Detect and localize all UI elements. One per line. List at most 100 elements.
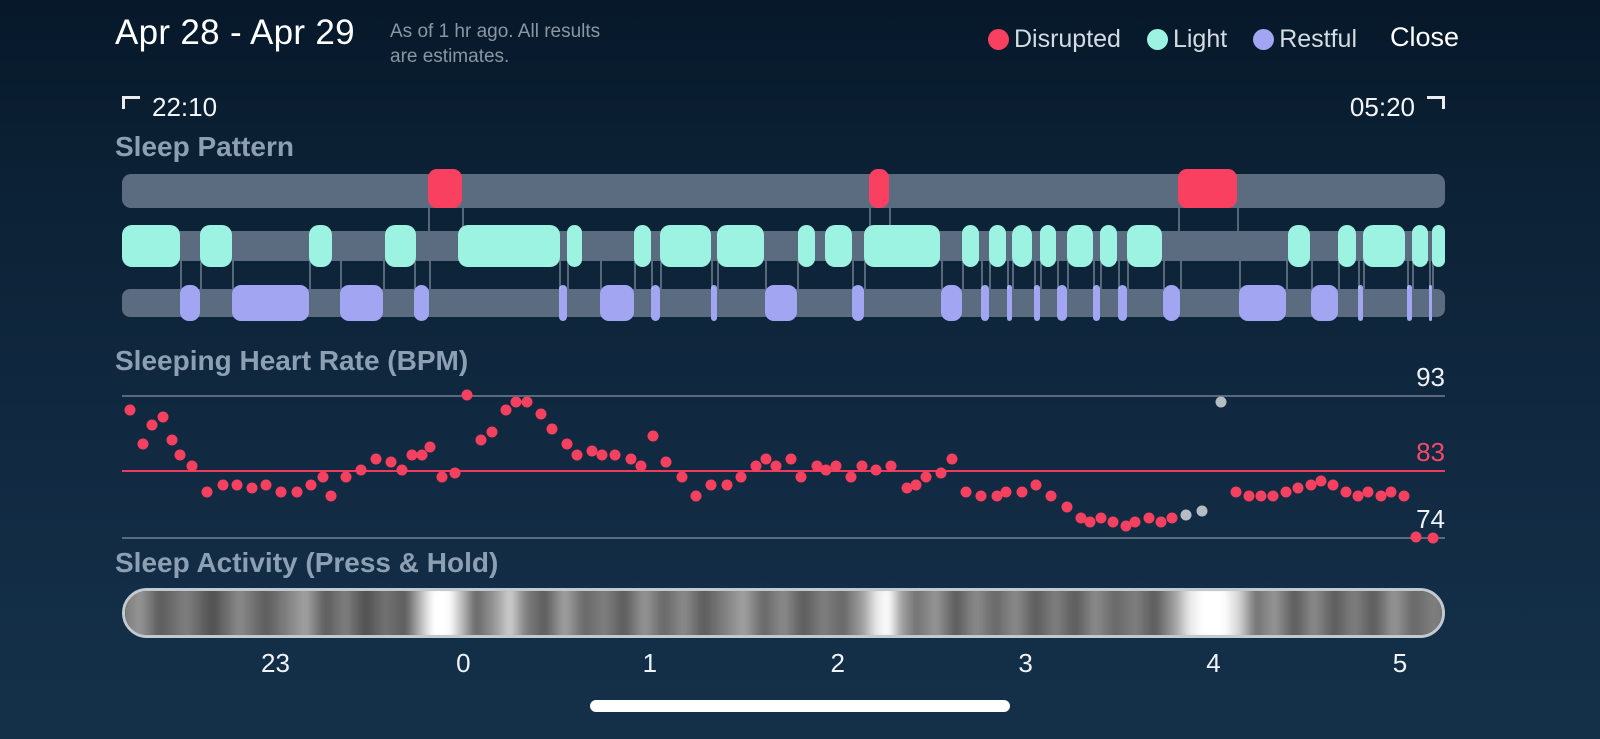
- hr-point: [935, 467, 947, 479]
- transition-line: [1411, 261, 1414, 289]
- hr-point: [325, 490, 337, 502]
- sleep-activity-bar[interactable]: [122, 588, 1445, 638]
- transition-line: [1429, 261, 1432, 289]
- restful-segment: [599, 285, 634, 321]
- restful-segment: [651, 285, 661, 321]
- hr-point: [201, 486, 213, 498]
- transition-line: [660, 261, 663, 289]
- transition-line: [1431, 261, 1434, 289]
- hr-point: [785, 453, 797, 465]
- disrupted-segment: [427, 169, 462, 208]
- transition-line: [889, 208, 892, 231]
- time-range-row: 22:10 05:20: [122, 92, 1445, 123]
- heart-rate-chart[interactable]: 93 83 74: [122, 362, 1445, 544]
- hr-point: [500, 404, 512, 416]
- transition-line: [1012, 261, 1015, 289]
- transition-line: [764, 261, 767, 289]
- hr-point: [596, 449, 608, 461]
- restful-segment: [1406, 285, 1412, 321]
- transition-line: [1237, 208, 1240, 231]
- transition-line: [651, 261, 654, 289]
- hr-point: [1315, 475, 1327, 487]
- hr-point-gray: [1196, 505, 1208, 517]
- light-segment: [962, 225, 980, 267]
- hr-point: [660, 456, 672, 468]
- restful-segment: [1118, 285, 1128, 321]
- light-segment: [717, 225, 764, 267]
- light-segment: [122, 225, 181, 267]
- hr-point: [975, 490, 987, 502]
- hr-point: [291, 486, 303, 498]
- hr-point: [416, 449, 428, 461]
- hr-point: [475, 434, 487, 446]
- transition-line: [1180, 261, 1183, 289]
- hr-point: [1243, 490, 1255, 502]
- disrupted-track: [122, 169, 1445, 208]
- bpm-axis-label-74: 74: [1416, 504, 1445, 534]
- subtitle-line-1: As of 1 hr ago. All results: [390, 21, 601, 42]
- transition-line: [1337, 261, 1340, 289]
- transition-line: [940, 261, 943, 289]
- light-segment: [634, 225, 652, 267]
- hr-point: [137, 438, 149, 450]
- hour-label-5: 5: [1392, 648, 1408, 678]
- restful-segment: [710, 285, 718, 321]
- disrupted-segment: [869, 169, 890, 208]
- hr-point: [586, 445, 598, 457]
- transition-line: [980, 261, 983, 289]
- hr-point: [157, 411, 169, 423]
- restful-segment: [1311, 285, 1338, 321]
- sleep-pattern-chart[interactable]: [122, 169, 1445, 325]
- avg-bpm-line: [122, 469, 1445, 473]
- transition-line: [1286, 261, 1289, 289]
- hr-point: [795, 471, 807, 483]
- transition-line: [231, 261, 234, 289]
- restful-segment: [1238, 285, 1287, 321]
- hr-point: [124, 404, 136, 416]
- hr-point: [510, 396, 522, 408]
- hr-point: [1280, 486, 1292, 498]
- sleep-end-time: 05:20: [1350, 92, 1445, 123]
- hr-point: [217, 479, 229, 491]
- hr-point: [647, 430, 659, 442]
- hr-point: [856, 460, 868, 472]
- hr-point: [1327, 479, 1339, 491]
- sleep-pattern-title: Sleep Pattern: [115, 131, 294, 162]
- hr-point: [870, 464, 882, 476]
- hour-label-2: 2: [830, 648, 845, 678]
- hr-point: [770, 460, 782, 472]
- header-subtitle: As of 1 hr ago. All results are estimate…: [390, 19, 600, 69]
- hr-point: [449, 467, 461, 479]
- transition-line: [988, 261, 991, 289]
- transition-line: [382, 261, 385, 289]
- restful-track: [122, 285, 1445, 321]
- legend-item-light: Light: [1146, 25, 1227, 54]
- transition-line: [852, 261, 855, 289]
- legend-label: Restful: [1279, 25, 1357, 53]
- light-segment: [458, 225, 560, 267]
- home-indicator[interactable]: [590, 700, 1010, 712]
- transition-line: [962, 261, 965, 289]
- hr-point: [1084, 516, 1096, 528]
- transition-line: [1177, 208, 1180, 231]
- sleep-start-label: 22:10: [152, 92, 218, 122]
- hr-point: [546, 423, 558, 435]
- heart-rate-title: Sleeping Heart Rate (BPM): [115, 345, 469, 376]
- hr-point: [910, 479, 922, 491]
- hr-point: [1305, 479, 1317, 491]
- legend-label: Disrupted: [1013, 25, 1121, 53]
- transition-line: [1406, 261, 1409, 289]
- hr-point: [1129, 516, 1141, 528]
- transition-line: [869, 208, 872, 231]
- hr-point: [1095, 512, 1107, 524]
- close-button[interactable]: Close: [1389, 22, 1459, 52]
- hr-point: [396, 464, 408, 476]
- hr-point: [1155, 516, 1167, 528]
- hr-point: [635, 460, 647, 472]
- transition-line: [566, 261, 569, 289]
- transition-line: [1057, 261, 1060, 289]
- bpm-axis-label-93: 93: [1416, 362, 1445, 392]
- transition-line: [1163, 261, 1166, 289]
- hr-point: [885, 460, 897, 472]
- transition-line: [1311, 261, 1314, 289]
